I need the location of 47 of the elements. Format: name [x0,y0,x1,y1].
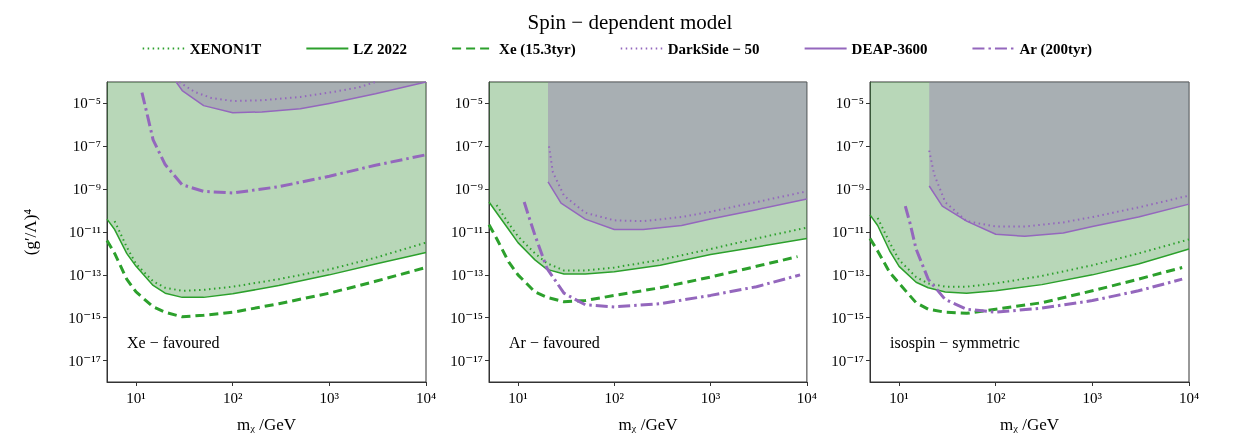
y-tick-label: 10⁻⁷ [72,138,101,155]
y-tick-label: 10⁻¹³ [451,266,484,283]
y-axis-title: (g′/Λ)⁴ [21,208,40,256]
x-tick-label: 10³ [1082,389,1103,406]
y-tick-label: 10⁻⁹ [454,181,483,198]
x-tick-label: 10² [222,389,243,406]
x-tick-label: 10⁴ [1178,389,1200,406]
y-tick-label: 10⁻⁷ [835,138,864,155]
x-tick-label: 10¹ [508,389,528,406]
x-tick-label: 10² [985,389,1006,406]
legend-label: Ar (200tyr) [1019,40,1093,58]
y-tick-label: 10⁻¹⁵ [68,309,101,326]
legend-label: DEAP-3600 [851,40,928,57]
y-tick-label: 10⁻⁵ [72,95,101,112]
x-tick-label: 10³ [700,389,721,406]
chart-title: Spin − dependent model [527,9,733,34]
x-tick-label: 10⁴ [415,389,437,406]
y-tick-label: 10⁻¹⁷ [68,352,101,369]
y-tick-label: 10⁻¹³ [832,266,865,283]
y-tick-label: 10⁻⁷ [454,138,483,155]
legend-label: LZ 2022 [353,40,408,57]
legend-label: DarkSide − 50 [667,40,760,57]
y-tick-label: 10⁻⁵ [835,95,864,112]
y-tick-label: 10⁻¹³ [69,266,102,283]
x-tick-label: 10⁴ [796,389,817,406]
x-axis-title: mᵪ /GeV [999,415,1060,434]
y-tick-label: 10⁻¹¹ [832,224,864,240]
y-tick-label: 10⁻¹¹ [451,224,483,240]
y-tick-label: 10⁻¹⁷ [450,352,483,369]
y-tick-label: 10⁻¹⁷ [831,352,864,369]
x-tick-label: 10¹ [126,389,146,406]
x-tick-label: 10¹ [889,389,909,406]
annotation: isospin − symmetric [890,333,1020,352]
legend-label: XENON1T [189,40,262,57]
x-tick-label: 10³ [319,389,340,406]
legend-label: Xe (15.3tyr) [499,40,576,58]
annotation: Ar − favoured [509,333,600,351]
x-axis-title: mᵪ /GeV [236,415,297,434]
y-tick-label: 10⁻¹⁵ [831,309,864,326]
x-tick-label: 10² [604,389,625,406]
annotation: Xe − favoured [127,333,220,351]
x-axis-title: mᵪ /GeV [618,415,679,434]
y-tick-label: 10⁻⁵ [454,95,483,112]
y-tick-label: 10⁻¹¹ [69,224,101,240]
y-tick-label: 10⁻¹⁵ [450,309,483,326]
y-tick-label: 10⁻⁹ [72,181,101,198]
y-tick-label: 10⁻⁹ [835,181,864,198]
